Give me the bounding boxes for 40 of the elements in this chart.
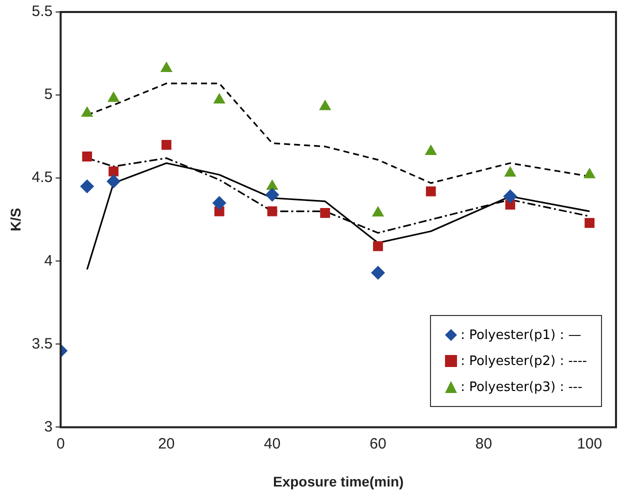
point [320, 208, 330, 218]
y-axis-title: K/S [7, 208, 24, 232]
point [81, 106, 94, 117]
point [80, 179, 94, 194]
x-axis-title: Exposure time(min) [272, 473, 404, 490]
x-tick-label: 0 [56, 435, 65, 452]
point [504, 166, 516, 177]
x-tick-label: 20 [158, 435, 175, 452]
point [426, 186, 436, 196]
x-tick-label: 40 [264, 435, 281, 452]
y-tick-label: 5 [44, 86, 53, 104]
y-tick-label: 5.5 [32, 3, 53, 20]
x-tick-label: 60 [370, 435, 386, 452]
point [160, 61, 172, 72]
point [266, 179, 278, 190]
point [424, 144, 437, 156]
legend-label: : Polyester(p2) : ---- [460, 354, 587, 368]
point [213, 93, 226, 104]
point [373, 241, 383, 252]
x-tick-label: 100 [577, 435, 602, 452]
point [265, 188, 280, 202]
point [319, 100, 332, 110]
point [370, 266, 385, 280]
point [106, 174, 121, 188]
x-tick-label: 80 [475, 435, 492, 452]
point [161, 140, 172, 150]
point [82, 152, 92, 162]
point [267, 206, 278, 216]
point [584, 218, 595, 228]
point [107, 91, 120, 102]
legend-label: : Polyester(p1) : — [460, 328, 582, 342]
y-tick-label: 4.5 [32, 169, 53, 186]
point [503, 189, 518, 204]
y-tick-label: 3 [44, 418, 53, 436]
point [583, 168, 596, 178]
y-tick-label: 3.5 [32, 335, 53, 352]
y-tick-label: 4 [44, 252, 53, 270]
point [108, 166, 118, 176]
legend-label: : Polyester(p3) : --- [460, 380, 582, 394]
point [212, 196, 226, 210]
